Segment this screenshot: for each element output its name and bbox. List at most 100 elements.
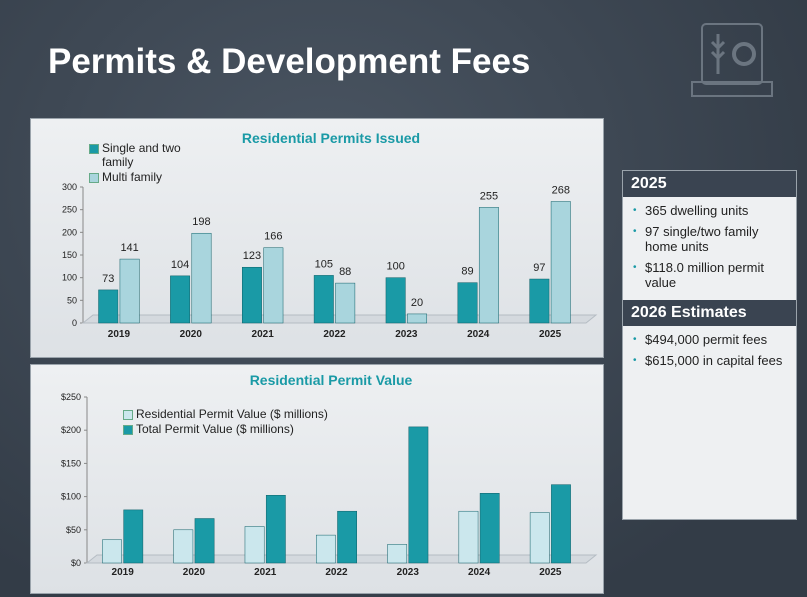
x-tick-label: 2025: [539, 567, 562, 578]
legend-swatch: [89, 144, 99, 154]
y-tick-label: $250: [61, 392, 81, 402]
data-label: 88: [339, 266, 351, 278]
legend-label: Multi family: [102, 170, 163, 184]
data-label: 104: [171, 259, 189, 271]
bar: [408, 426, 429, 564]
data-label: 268: [552, 185, 570, 197]
slide-title: Permits & Development Fees: [48, 42, 531, 81]
bar: [337, 510, 357, 564]
x-tick-label: 2022: [325, 567, 348, 578]
bar: [550, 201, 571, 324]
legend-swatch: [123, 410, 133, 420]
legend-label: Total Permit Value ($ millions): [136, 422, 294, 436]
data-label: 20: [411, 297, 423, 309]
x-tick-label: 2023: [397, 567, 420, 578]
bar: [478, 207, 499, 324]
x-tick-label: 2022: [323, 329, 346, 340]
y-tick-label: 50: [67, 295, 77, 305]
x-tick-label: 2021: [254, 567, 277, 578]
bar: [98, 289, 119, 324]
bar: [387, 544, 408, 564]
chart-title: Residential Permits Issued: [242, 130, 420, 146]
chart: Residential Permit Value $0 $50 $100 $150 $20…: [61, 372, 598, 578]
bar: [123, 509, 144, 564]
bar: [313, 275, 334, 324]
legend-item: Total Permit Value ($ millions): [123, 422, 383, 436]
x-tick-label: 2025: [539, 329, 562, 340]
data-label: 73: [102, 273, 114, 285]
panel-section: 2026 Estimates $494,000 permit fees $615,0…: [623, 300, 796, 368]
bullet-item: $494,000 permit fees: [633, 332, 790, 347]
data-label: 89: [461, 266, 473, 278]
bullet-item: $118.0 million permit value: [633, 260, 790, 290]
x-tick-label: 2020: [183, 567, 206, 578]
y-tick-label: $150: [61, 458, 81, 468]
bar: [316, 534, 336, 564]
bar: [244, 526, 265, 564]
bullet-list: $494,000 permit fees $615,000 in capital …: [623, 332, 796, 368]
data-label: 105: [315, 258, 333, 270]
bar: [119, 258, 140, 324]
bar: [265, 495, 286, 564]
legend-item: Residential Permit Value ($ millions): [123, 407, 383, 421]
legend-swatch: [123, 425, 133, 435]
x-tick-label: 2019: [112, 567, 135, 578]
bar: [173, 529, 194, 564]
bar: [263, 247, 284, 324]
y-tick-label: 150: [62, 250, 77, 260]
summary-panel: 2025 365 dwelling units 97 single/two fami…: [622, 170, 797, 520]
bar: [241, 266, 262, 324]
y-tick-label: $50: [66, 525, 81, 535]
bar: [102, 539, 122, 564]
y-tick-label: 100: [62, 273, 77, 283]
bar: [170, 275, 191, 324]
data-label: 100: [386, 261, 404, 273]
legend-label: Single and two family: [102, 141, 181, 169]
bullet-item: $615,000 in capital fees: [633, 353, 790, 368]
x-tick-label: 2024: [468, 567, 491, 578]
bar: [551, 484, 571, 564]
chart-panel: Residential Permit Value $0 $50 $100 $150 $20…: [30, 364, 604, 594]
chart-title: Residential Permit Value: [250, 372, 413, 388]
legend: Residential Permit Value ($ millions) Tot…: [123, 407, 383, 437]
y-tick-label: 300: [62, 182, 77, 192]
y-tick-label: $100: [61, 492, 81, 502]
y-tick-label: $200: [61, 425, 81, 435]
y-tick-label: $0: [71, 558, 81, 568]
legend-item: Single and two family: [89, 141, 199, 169]
data-label: 198: [192, 216, 210, 228]
section-heading: 2025: [623, 171, 796, 197]
legend: Single and two family Multi family: [89, 141, 199, 185]
bar: [385, 277, 406, 324]
panel-section: 2025 365 dwelling units 97 single/two fami…: [623, 171, 796, 290]
bar: [529, 278, 550, 324]
y-tick-label: 0: [72, 318, 77, 328]
chart: Residential Permits Issued 0 50 100 150 200 25…: [62, 130, 598, 340]
bar: [407, 313, 428, 324]
bullet-item: 365 dwelling units: [633, 203, 790, 218]
bar: [191, 232, 212, 324]
legend-label: Residential Permit Value ($ millions): [136, 407, 328, 421]
y-tick-label: 250: [62, 205, 77, 215]
data-label: 97: [533, 262, 545, 274]
data-label: 141: [120, 242, 138, 254]
data-label: 166: [264, 231, 282, 243]
bar: [458, 510, 479, 564]
logo: [691, 23, 773, 97]
legend-swatch: [89, 173, 99, 183]
x-tick-label: 2021: [252, 329, 275, 340]
bar: [457, 282, 478, 324]
data-label: 255: [480, 190, 498, 202]
bar: [529, 512, 550, 564]
x-tick-label: 2019: [108, 329, 131, 340]
legend-item: Multi family: [89, 170, 199, 184]
section-heading: 2026 Estimates: [623, 300, 796, 326]
x-tick-label: 2020: [180, 329, 203, 340]
bullet-list: 365 dwelling units 97 single/two family h…: [623, 203, 796, 290]
x-tick-label: 2023: [395, 329, 418, 340]
y-tick-label: 200: [62, 227, 77, 237]
bar: [479, 493, 500, 564]
data-label: 123: [243, 250, 261, 262]
bar: [335, 282, 356, 324]
